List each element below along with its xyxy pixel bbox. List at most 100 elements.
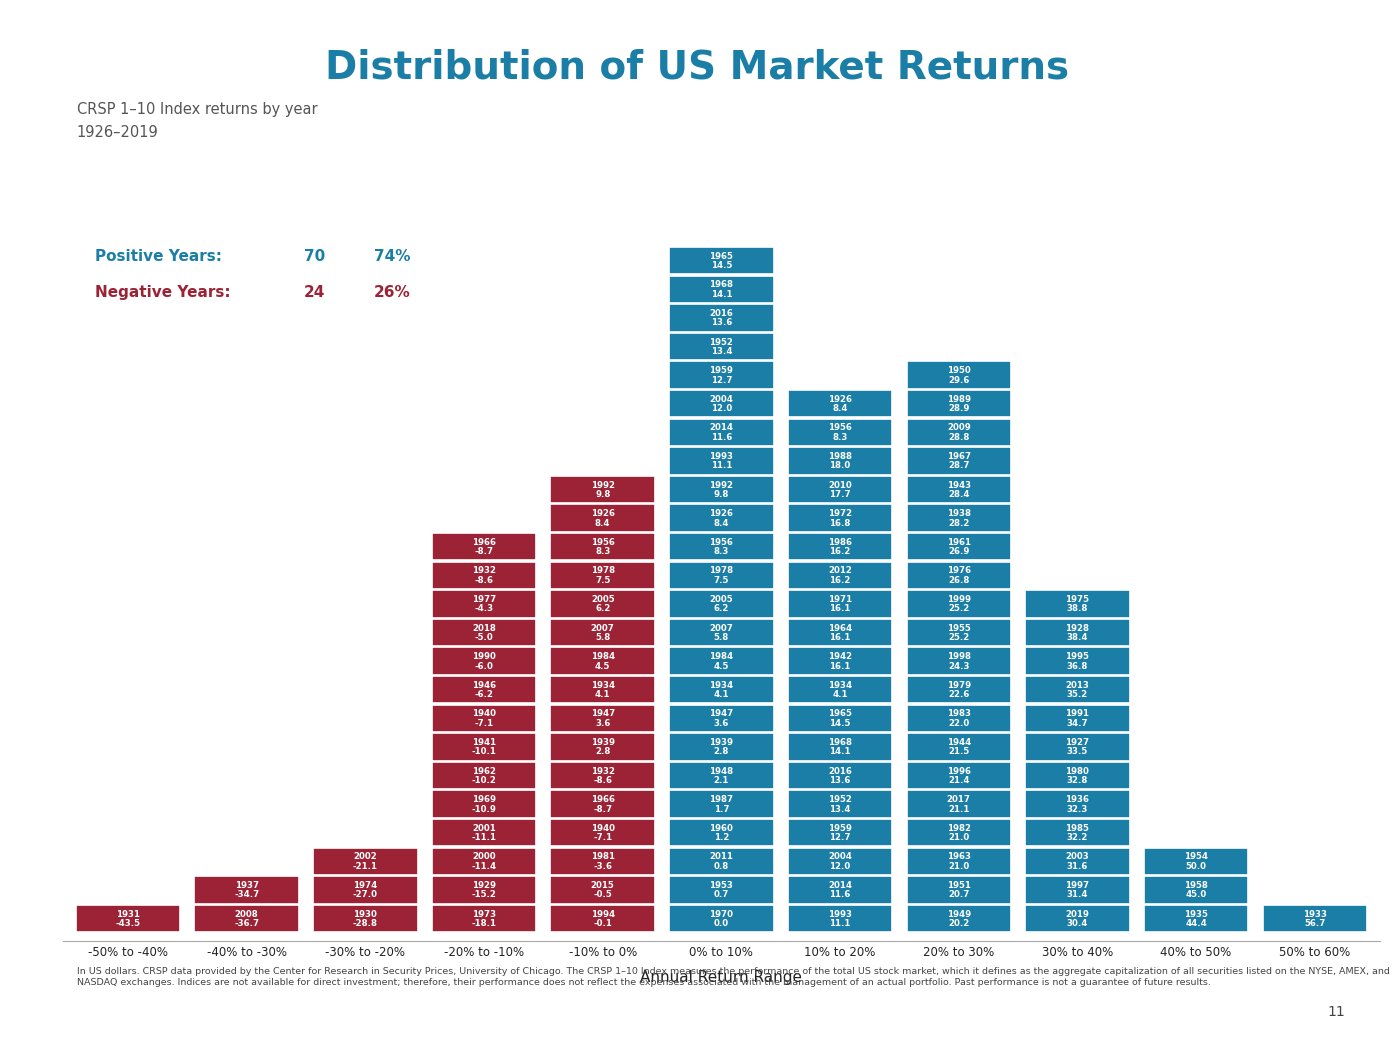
Text: 1930: 1930 [354,909,378,919]
Text: 1934: 1934 [591,680,615,690]
Text: -10.1: -10.1 [471,747,496,757]
Text: -4.3: -4.3 [474,604,493,613]
Text: 16.2: 16.2 [829,576,850,585]
FancyBboxPatch shape [1025,790,1129,818]
Text: 2015: 2015 [591,881,615,890]
Text: 21.1: 21.1 [948,805,969,814]
Text: 2.8: 2.8 [714,747,729,757]
Text: 1942: 1942 [828,652,852,661]
FancyBboxPatch shape [669,847,774,875]
FancyBboxPatch shape [906,790,1011,818]
Text: -5.0: -5.0 [475,633,493,642]
Text: 16.1: 16.1 [829,633,850,642]
FancyBboxPatch shape [906,762,1011,789]
Text: 28.4: 28.4 [948,490,969,498]
Text: 1986: 1986 [828,538,852,547]
Text: 1939: 1939 [710,738,733,747]
Text: 18.0: 18.0 [829,461,850,470]
Text: 2004: 2004 [710,395,733,403]
FancyBboxPatch shape [1025,819,1129,846]
Text: 6.2: 6.2 [595,604,611,613]
Text: 29.6: 29.6 [948,375,969,385]
Text: 17.7: 17.7 [829,490,850,498]
FancyBboxPatch shape [906,847,1011,875]
FancyBboxPatch shape [906,619,1011,646]
Text: CRSP 1–10 Index returns by year: CRSP 1–10 Index returns by year [77,102,318,117]
Text: 38.8: 38.8 [1066,604,1089,613]
FancyBboxPatch shape [432,876,537,904]
Text: 2014: 2014 [710,423,733,433]
Text: 21.0: 21.0 [948,833,969,842]
Text: 2002: 2002 [354,853,378,861]
Text: 1958: 1958 [1184,881,1209,890]
Text: 11.6: 11.6 [711,433,732,442]
Text: 1971: 1971 [828,595,852,604]
Text: 1956: 1956 [828,423,852,433]
Text: -11.1: -11.1 [471,833,496,842]
FancyBboxPatch shape [788,647,892,675]
FancyBboxPatch shape [314,847,418,875]
FancyBboxPatch shape [788,676,892,703]
FancyBboxPatch shape [788,419,892,446]
FancyBboxPatch shape [669,734,774,761]
Text: Distribution of US Market Returns: Distribution of US Market Returns [325,49,1069,87]
FancyBboxPatch shape [906,561,1011,589]
FancyBboxPatch shape [906,905,1011,932]
FancyBboxPatch shape [432,847,537,875]
Text: 1956: 1956 [710,538,733,547]
FancyBboxPatch shape [1025,619,1129,646]
Text: 1960: 1960 [710,823,733,833]
Text: 1941: 1941 [473,738,496,747]
Text: 1963: 1963 [947,853,970,861]
FancyBboxPatch shape [669,505,774,532]
Text: 13.4: 13.4 [711,347,732,356]
FancyBboxPatch shape [669,304,774,331]
FancyBboxPatch shape [669,762,774,789]
Text: 16.8: 16.8 [829,518,850,528]
FancyBboxPatch shape [906,505,1011,532]
Text: 2018: 2018 [473,624,496,632]
Text: 13.6: 13.6 [711,319,732,327]
Text: 2010: 2010 [828,481,852,490]
Text: 1952: 1952 [828,795,852,805]
Text: 2005: 2005 [710,595,733,604]
Text: -21.1: -21.1 [353,862,378,870]
FancyBboxPatch shape [1025,704,1129,733]
Text: 4.1: 4.1 [714,690,729,699]
FancyBboxPatch shape [669,362,774,389]
Text: -11.4: -11.4 [471,862,496,870]
Text: 1984: 1984 [591,652,615,661]
Text: 21.0: 21.0 [948,862,969,870]
Text: 1989: 1989 [947,395,970,403]
Text: -6.0: -6.0 [474,661,493,671]
Text: 2016: 2016 [710,309,733,318]
FancyBboxPatch shape [669,419,774,446]
Text: 2000: 2000 [473,853,496,861]
FancyBboxPatch shape [906,704,1011,733]
Text: 38.4: 38.4 [1066,633,1089,642]
Text: 21.4: 21.4 [948,776,969,785]
Text: 1998: 1998 [947,652,970,661]
X-axis label: Annual Return Range: Annual Return Range [640,970,803,985]
Text: 36.8: 36.8 [1066,661,1089,671]
Text: 1966: 1966 [591,795,615,805]
FancyBboxPatch shape [788,876,892,904]
FancyBboxPatch shape [788,762,892,789]
Text: 2001: 2001 [473,823,496,833]
FancyBboxPatch shape [551,876,655,904]
Text: 12.7: 12.7 [829,833,850,842]
FancyBboxPatch shape [669,276,774,303]
Text: 1984: 1984 [710,652,733,661]
FancyBboxPatch shape [432,819,537,846]
FancyBboxPatch shape [669,619,774,646]
Text: -36.7: -36.7 [234,919,259,928]
Text: 4.5: 4.5 [595,661,611,671]
Text: 1972: 1972 [828,509,852,518]
FancyBboxPatch shape [788,704,892,733]
Text: 32.2: 32.2 [1066,833,1089,842]
Text: 30.4: 30.4 [1066,919,1089,928]
FancyBboxPatch shape [551,647,655,675]
Text: -10.9: -10.9 [471,805,496,814]
Text: 1965: 1965 [710,252,733,261]
Text: Negative Years:: Negative Years: [95,285,230,300]
